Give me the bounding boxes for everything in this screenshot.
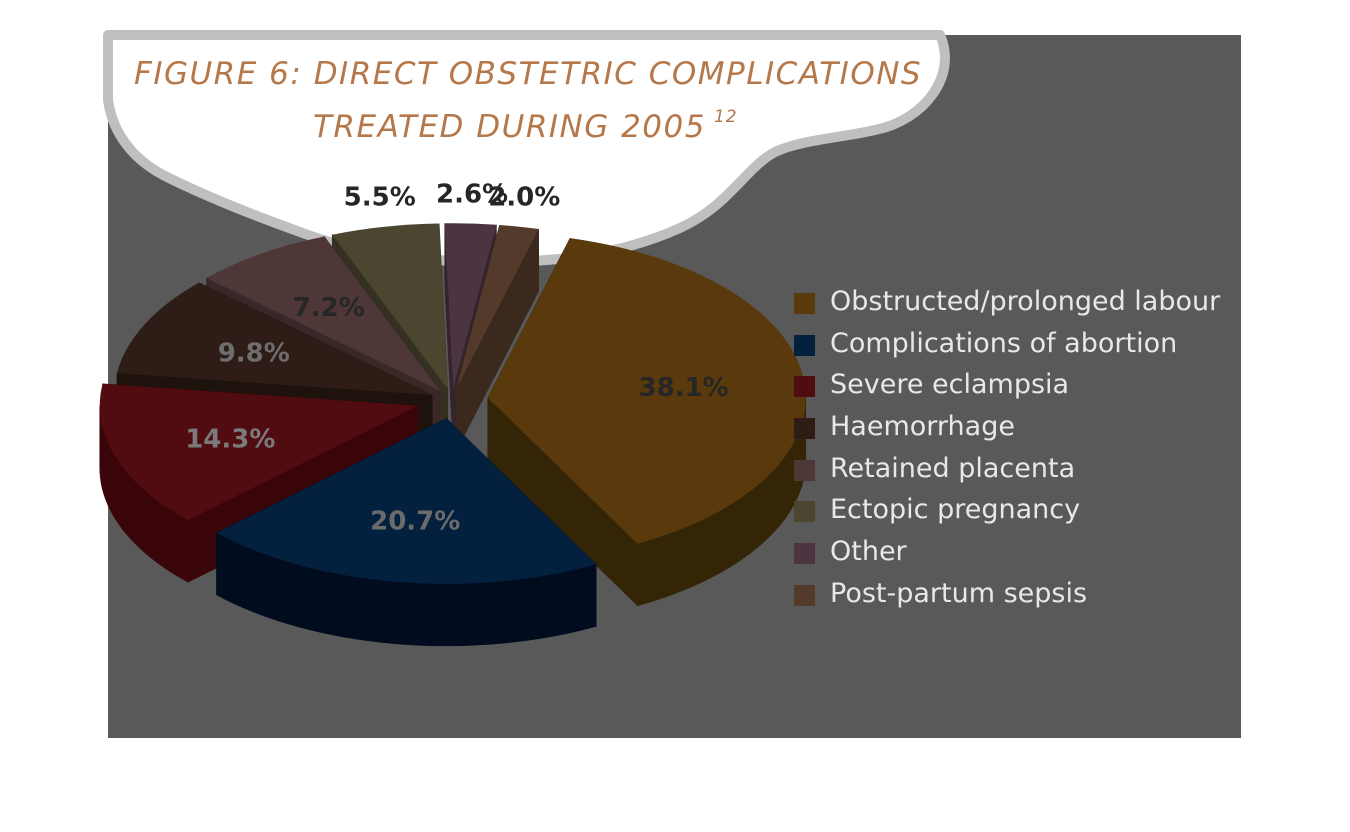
data-label-other: 2.6% — [436, 179, 508, 209]
legend-swatch — [794, 501, 815, 523]
legend-swatch — [794, 584, 815, 606]
legend-swatch — [794, 543, 815, 565]
obstructed-prolonged-labour-slice — [487, 238, 806, 544]
retained-placenta-slice — [206, 236, 440, 391]
legend-label: Ectopic pregnancy — [830, 494, 1081, 526]
data-label-severe-eclampsia: 14.3% — [185, 425, 275, 455]
severe-eclampsia-slice — [99, 383, 418, 521]
legend-label: Post-partum sepsis — [830, 577, 1088, 609]
chart-title-line-2: TREATED DURING 2005 12 — [313, 107, 738, 145]
chart-title-superscript: 12 — [713, 107, 738, 127]
ectopic-pregnancy-slice — [332, 223, 448, 389]
data-label-post-partum-sepsis: 2.0% — [488, 183, 560, 213]
chart-title-line-1: FIGURE 6: DIRECT OBSTETRIC COMPLICATIONS — [134, 56, 923, 92]
legend-label: Severe eclampsia — [830, 369, 1070, 401]
data-label-complications-of-abortion: 20.7% — [370, 507, 460, 537]
data-label-obstructed-prolonged-labour: 38.1% — [639, 373, 729, 403]
data-label-ectopic-pregnancy: 5.5% — [344, 183, 416, 213]
legend-swatch — [794, 293, 815, 314]
pie-slices — [99, 223, 807, 647]
data-label-retained-placenta: 7.2% — [293, 293, 365, 323]
legend-label: Obstructed/prolonged labour — [830, 286, 1221, 317]
obstructed-prolonged-labour-outer-wall — [637, 397, 807, 607]
haemorrhage-slice — [116, 282, 433, 396]
legend-swatch — [794, 459, 815, 481]
chart-title-line-2-text: TREATED DURING 2005 — [313, 109, 706, 145]
data-label-haemorrhage: 9.8% — [218, 338, 290, 368]
legend-swatch — [794, 418, 815, 440]
pie-labels: 38.1% 20.7% 14.3% 9.8%7.2% 5.5% 2.6%2.0% — [185, 179, 729, 536]
legend-label: Other — [830, 536, 907, 568]
legend-label: Haemorrhage — [830, 411, 1015, 443]
legend-swatch — [794, 376, 815, 398]
other-slice — [444, 223, 497, 389]
legend-label: Retained placenta — [830, 452, 1076, 484]
complications-of-abortion-slice — [216, 418, 597, 584]
legend-label: Complications of abortion — [830, 327, 1178, 359]
legend-swatch — [794, 334, 815, 356]
post-partum-sepsis-slice — [456, 224, 539, 389]
